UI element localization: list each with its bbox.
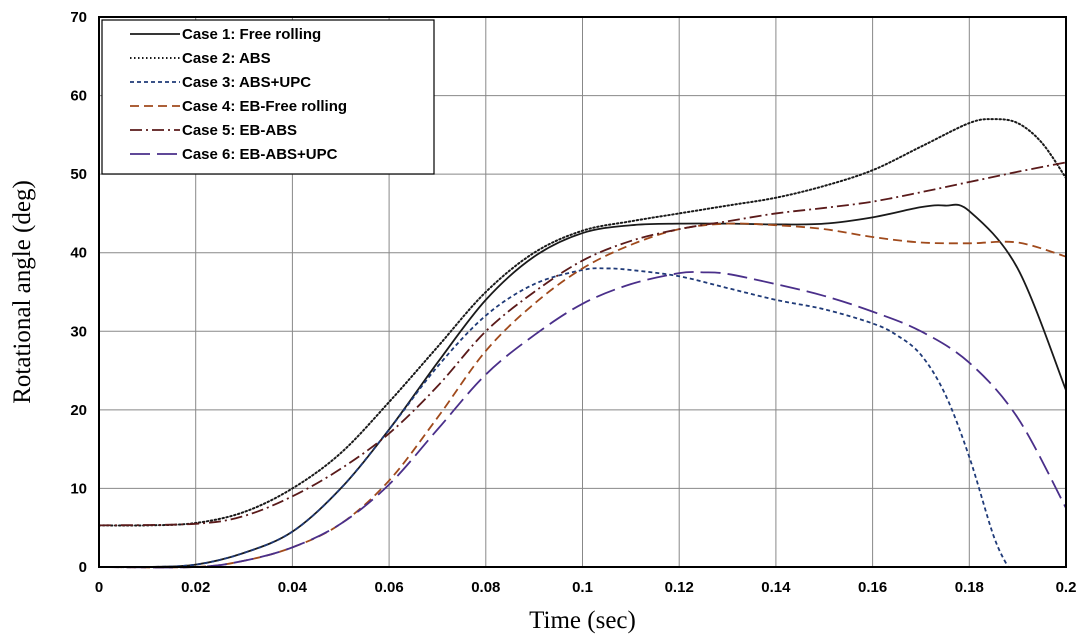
series-line-case-2	[98, 118, 1067, 527]
y-tick-label: 30	[70, 323, 87, 340]
x-tick-label: 0.14	[761, 579, 791, 596]
x-tick-label: 0.1	[572, 579, 593, 596]
y-tick-label: 10	[70, 480, 87, 497]
y-tick-label: 40	[70, 245, 87, 262]
legend-label: Case 6: EB-ABS+UPC	[182, 146, 338, 163]
legend-label: Case 3: ABS+UPC	[182, 74, 311, 91]
legend-label: Case 4: EB-Free rolling	[182, 98, 347, 115]
x-tick-labels: 0 0.02 0.04 0.06 0.08 0.1 0.12 0.14 0.16 0.18 0.2	[95, 579, 1077, 596]
x-tick-label: 0	[95, 579, 103, 596]
x-tick-label: 0.16	[858, 579, 887, 596]
series-lines	[98, 118, 1067, 569]
x-tick-label: 0.06	[374, 579, 403, 596]
legend-label: Case 1: Free rolling	[182, 26, 321, 43]
y-tick-label: 0	[79, 559, 87, 576]
y-tick-label: 60	[70, 88, 87, 105]
x-tick-label: 0.2	[1056, 579, 1077, 596]
series-line-case-5	[98, 161, 1067, 527]
series-line-case-3	[98, 267, 1009, 569]
x-tick-label: 0.18	[955, 579, 984, 596]
series-line-case-4	[98, 222, 1067, 569]
x-tick-label: 0.08	[471, 579, 500, 596]
legend: Case 1: Free rolling Case 2: ABS Case 3: A…	[101, 19, 435, 175]
y-tick-labels: 0 10 20 30 40 50 60 70	[70, 9, 87, 576]
y-tick-label: 20	[70, 402, 87, 419]
y-tick-label: 50	[70, 166, 87, 183]
plot-frame	[98, 16, 1067, 568]
series-line-case-6	[98, 271, 1067, 569]
legend-box	[101, 19, 435, 175]
legend-label: Case 5: EB-ABS	[182, 122, 297, 139]
x-axis-title: Time (sec)	[529, 607, 636, 634]
x-tick-label: 0.12	[665, 579, 694, 596]
legend-label: Case 2: ABS	[182, 50, 271, 67]
x-tick-label: 0.04	[278, 579, 308, 596]
x-tick-label: 0.02	[181, 579, 210, 596]
y-tick-label: 70	[70, 9, 87, 26]
y-axis-title: Rotational angle (deg)	[9, 180, 36, 404]
